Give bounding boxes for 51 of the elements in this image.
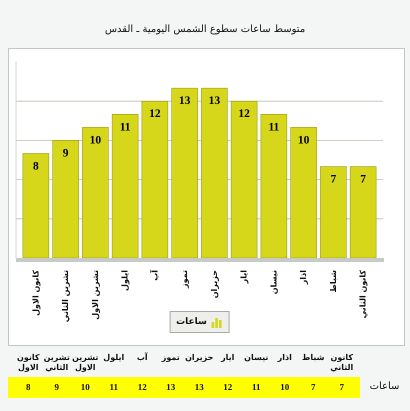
table-column-header: نيسان	[243, 353, 270, 363]
data-label: 9	[62, 147, 68, 160]
x-tick-label: شباط	[328, 270, 338, 292]
x-tick-label: كانون الاول	[31, 270, 40, 316]
x-tick-label: ايار	[240, 270, 249, 284]
x-tick-label: حزيران	[210, 270, 219, 298]
x-tick-label: آب	[150, 270, 160, 281]
data-label: 13	[178, 95, 190, 108]
x-tick-label: كانون الثاني	[358, 270, 368, 318]
x-tick-label: ايلول	[120, 270, 130, 291]
data-label: 11	[120, 121, 131, 134]
table-column-header: تشرين الاول	[71, 353, 100, 373]
x-tick-label: تشرين الثاني	[61, 270, 70, 322]
data-label: 11	[268, 121, 280, 134]
data-label: 7	[330, 174, 336, 186]
table-cell-text: 13	[194, 382, 205, 393]
table-column-header: كانون الثاني	[329, 353, 354, 373]
chart-title: متوسط ساعات سطوع الشمس اليومية ـ القدس	[104, 23, 306, 37]
table-cell-text: 11	[250, 382, 262, 393]
table-cell-text: 11	[108, 382, 119, 393]
table-cell-text: 10	[80, 382, 91, 393]
x-tick-label: اذار	[299, 270, 308, 284]
table-column-header: تموز	[160, 353, 181, 363]
x-tick-label: نيسان	[269, 270, 278, 294]
table-column-header: اذار	[276, 353, 293, 363]
table-cell-text: 10	[279, 382, 290, 393]
table-column-header: حزيران	[185, 353, 214, 363]
legend-label: ساعات	[176, 316, 207, 328]
data-label: 8	[33, 160, 39, 172]
table-cell-text: 9	[54, 382, 60, 393]
data-label: 12	[238, 108, 250, 120]
table-column-header: كانون الاول	[16, 353, 40, 373]
table-cell-text: 7	[338, 382, 345, 393]
data-label: 10	[90, 134, 102, 146]
data-label: 12	[149, 108, 161, 120]
data-label: 7	[360, 174, 366, 186]
table-cell-text: 7	[310, 382, 316, 393]
table-column-header: ايلول	[102, 353, 126, 363]
table-column-header: ايار	[220, 353, 236, 363]
table-column-header: تشرين الثاني	[42, 353, 71, 373]
table-column-header: شباط	[301, 353, 326, 363]
table-row-label: ساعات	[368, 381, 400, 393]
table-cell-text: 12	[136, 382, 148, 393]
data-label: 10	[298, 134, 310, 146]
table-column-header: آب	[136, 353, 149, 363]
data-label: 13	[208, 95, 220, 108]
table-cell-text: 12	[222, 382, 234, 393]
table-cell-text: 8	[25, 382, 32, 393]
x-tick-label: تشرين الاول	[90, 270, 100, 320]
table-cell-text: 13	[165, 382, 176, 393]
x-tick-label: تموز	[180, 270, 190, 288]
